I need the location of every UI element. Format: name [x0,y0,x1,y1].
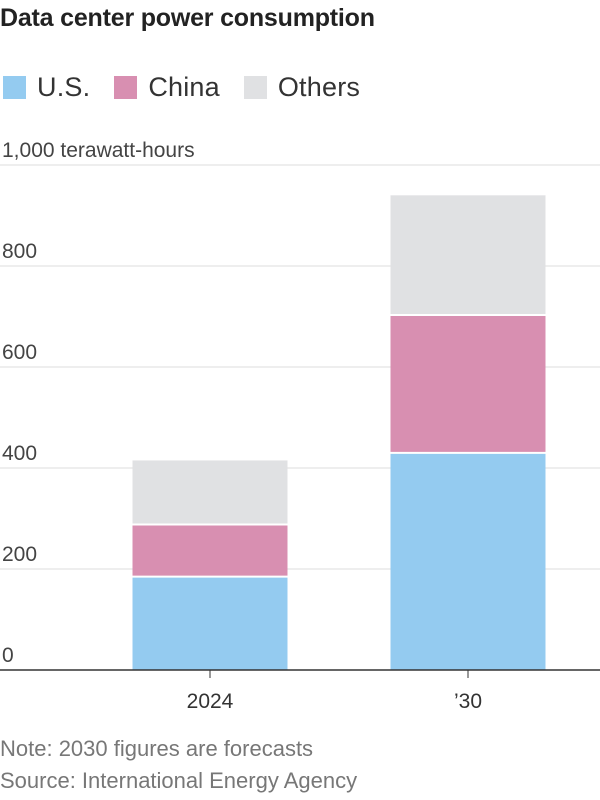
stacked-bar-chart: 0 200 400 600 800 1,000 terawatt-hours 2024 ’30 [0,139,600,713]
legend-label-others: Others [277,71,361,102]
bar-china-1 [390,314,546,453]
y-tick-label-400: 400 [2,442,37,465]
bar-us-0 [132,576,288,670]
legend: U.S. China Others [3,70,384,104]
legend-item-china: China [114,72,220,103]
forecast-note: Note: 2030 figures are forecasts [0,736,314,761]
legend-label-china: China [148,71,220,102]
bar-china-0 [132,524,288,577]
footnotes: Note: 2030 figures are forecasts Source:… [0,733,600,797]
y-tick-label-800: 800 [2,240,37,263]
y-tick-label-600: 600 [2,341,37,364]
chart-area: 0 200 400 600 800 1,000 terawatt-hours 2024 ’30 [0,130,600,720]
legend-swatch-china [114,75,138,99]
legend-item-us: U.S. [3,72,90,103]
x-tick-label-1: ’30 [454,690,482,713]
y-tick-label-0: 0 [2,644,14,667]
chart-title: Data center power consumption [0,4,375,32]
bar-us-1 [390,452,546,670]
legend-item-others: Others [243,71,361,103]
source-note: Source: International Energy Agency [0,768,358,793]
bar-others-0 [132,460,288,525]
legend-label-us: U.S. [37,71,91,102]
legend-swatch-others [243,75,267,99]
y-tick-label-200: 200 [2,543,37,566]
bar-others-1 [390,195,546,315]
legend-swatch-us [3,75,26,99]
y-tick-label-1000: 1,000 terawatt-hours [2,139,195,162]
x-tick-label-0: 2024 [187,690,234,713]
